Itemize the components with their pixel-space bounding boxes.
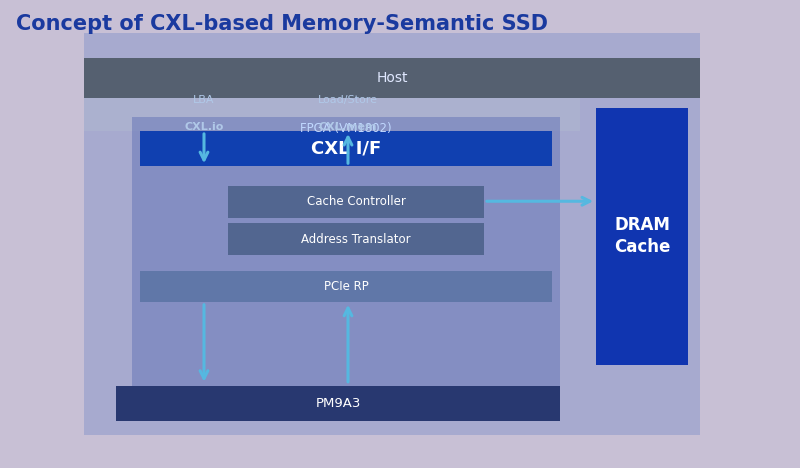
Bar: [140, 131, 552, 166]
Text: DRAM
Cache: DRAM Cache: [614, 216, 670, 256]
Bar: [84, 58, 700, 98]
Bar: [140, 271, 552, 302]
Bar: [132, 117, 560, 388]
Text: CXL.mem: CXL.mem: [318, 122, 378, 132]
Bar: [228, 223, 484, 255]
Text: FPGA (VM1802): FPGA (VM1802): [300, 122, 391, 135]
Bar: [84, 98, 580, 131]
Bar: [596, 108, 688, 365]
Text: LBA: LBA: [194, 95, 214, 105]
Text: Concept of CXL-based Memory-Semantic SSD: Concept of CXL-based Memory-Semantic SSD: [16, 14, 548, 34]
Bar: [84, 33, 700, 435]
Text: Host: Host: [376, 72, 408, 85]
Text: CXL I/F: CXL I/F: [311, 139, 381, 158]
Text: PM9A3: PM9A3: [315, 397, 361, 410]
Bar: [116, 386, 560, 421]
Text: Cache Controller: Cache Controller: [306, 195, 406, 208]
Bar: [228, 186, 484, 218]
Text: CXL.io: CXL.io: [184, 122, 224, 132]
Text: Address Translator: Address Translator: [301, 233, 411, 246]
Text: Load/Store: Load/Store: [318, 95, 378, 105]
Text: PCIe RP: PCIe RP: [324, 280, 368, 293]
